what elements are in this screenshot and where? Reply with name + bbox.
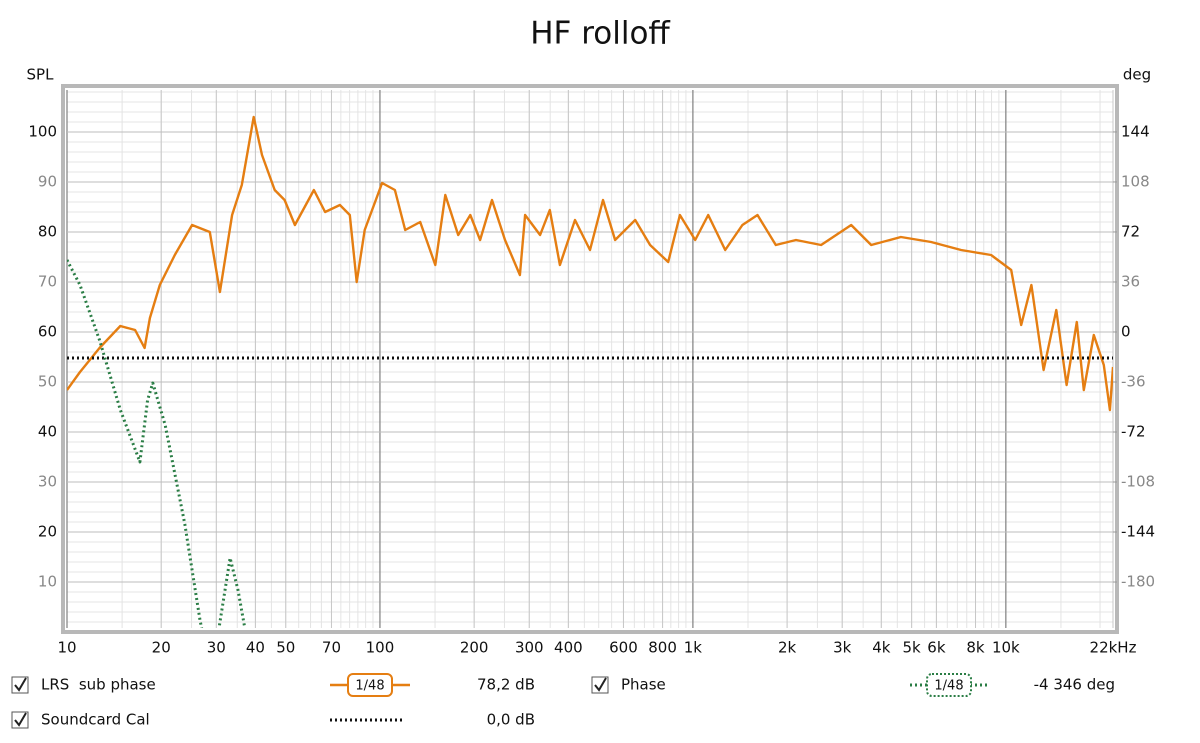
y-tick-label: 20 [38, 523, 57, 541]
x-tick-label: 5k [903, 639, 922, 657]
x-tick-label: 70 [322, 639, 341, 657]
smoothing-box [926, 673, 972, 697]
x-tick-label: 22kHz [1090, 639, 1137, 657]
y-tick-label: 10 [38, 573, 57, 591]
x-tick-label: 1k [684, 639, 703, 657]
y2-tick-label: 0 [1121, 322, 1131, 340]
y-tick-label: 50 [38, 373, 57, 391]
y2-tick-label: -72 [1121, 422, 1146, 440]
legend: LRS sub phase 1/48 78,2 dB Soundcard Cal 0,0… [11, 673, 1115, 729]
legend-label: Soundcard Cal [41, 711, 150, 729]
legend-readout: 0,0 dB [487, 711, 535, 729]
y-tick-label: 40 [38, 423, 57, 441]
y2-tick-label: 108 [1121, 172, 1150, 190]
y2-tick-label: 72 [1121, 222, 1140, 240]
y2-tick-label: -108 [1121, 473, 1155, 491]
y2-tick-label: 144 [1121, 122, 1150, 140]
y2-tick-label: -144 [1121, 523, 1155, 541]
x-tick-label: 10 [57, 639, 76, 657]
checkmark [14, 677, 27, 692]
series-line [67, 115, 1113, 412]
x-tick-label: 30 [207, 639, 226, 657]
y-tick-label: 80 [38, 223, 57, 241]
x-tick-label: 300 [515, 639, 544, 657]
x-tick-label: 3k [833, 639, 852, 657]
y-tick-label: 100 [28, 123, 57, 141]
x-tick-label: 40 [246, 639, 265, 657]
x-tick-label: 6k [927, 639, 946, 657]
plot-area [67, 115, 1113, 628]
y2-tick-label: 36 [1121, 272, 1140, 290]
x-tick-label: 200 [460, 639, 489, 657]
legend-label: Phase [621, 676, 666, 694]
x-tick-label: 20 [152, 639, 171, 657]
x-tick-label: 800 [648, 639, 677, 657]
smoothing-label: 1/48 [934, 679, 963, 694]
y2-tick-label: -36 [1121, 372, 1146, 390]
legend-label: LRS sub phase [41, 676, 156, 694]
smoothing-label: 1/48 [355, 679, 384, 694]
x-tick-label: 8k [966, 639, 985, 657]
x-tick-label: 50 [276, 639, 295, 657]
x-tick-label: 600 [609, 639, 638, 657]
x-tick-label: 10k [992, 639, 1020, 657]
y2-tick-label: -180 [1121, 573, 1155, 591]
y2-axis-label: deg [1123, 66, 1151, 84]
x-tick-label: 4k [872, 639, 891, 657]
y-axis-label: SPL [27, 66, 55, 84]
legend-readout: 78,2 dB [477, 676, 535, 694]
x-tick-label: 100 [366, 639, 395, 657]
x-tick-label: 400 [554, 639, 583, 657]
checkmark [14, 712, 27, 727]
legend-readout: -4 346 deg [1034, 676, 1115, 694]
y-tick-label: 70 [38, 273, 57, 291]
y-tick-label: 90 [38, 173, 57, 191]
y-tick-label: 30 [38, 473, 57, 491]
y-tick-label: 60 [38, 323, 57, 341]
chart-title: HF rolloff [530, 16, 670, 52]
x-tick-label: 2k [778, 639, 797, 657]
smoothing-box [347, 673, 393, 697]
checkmark [594, 677, 607, 692]
